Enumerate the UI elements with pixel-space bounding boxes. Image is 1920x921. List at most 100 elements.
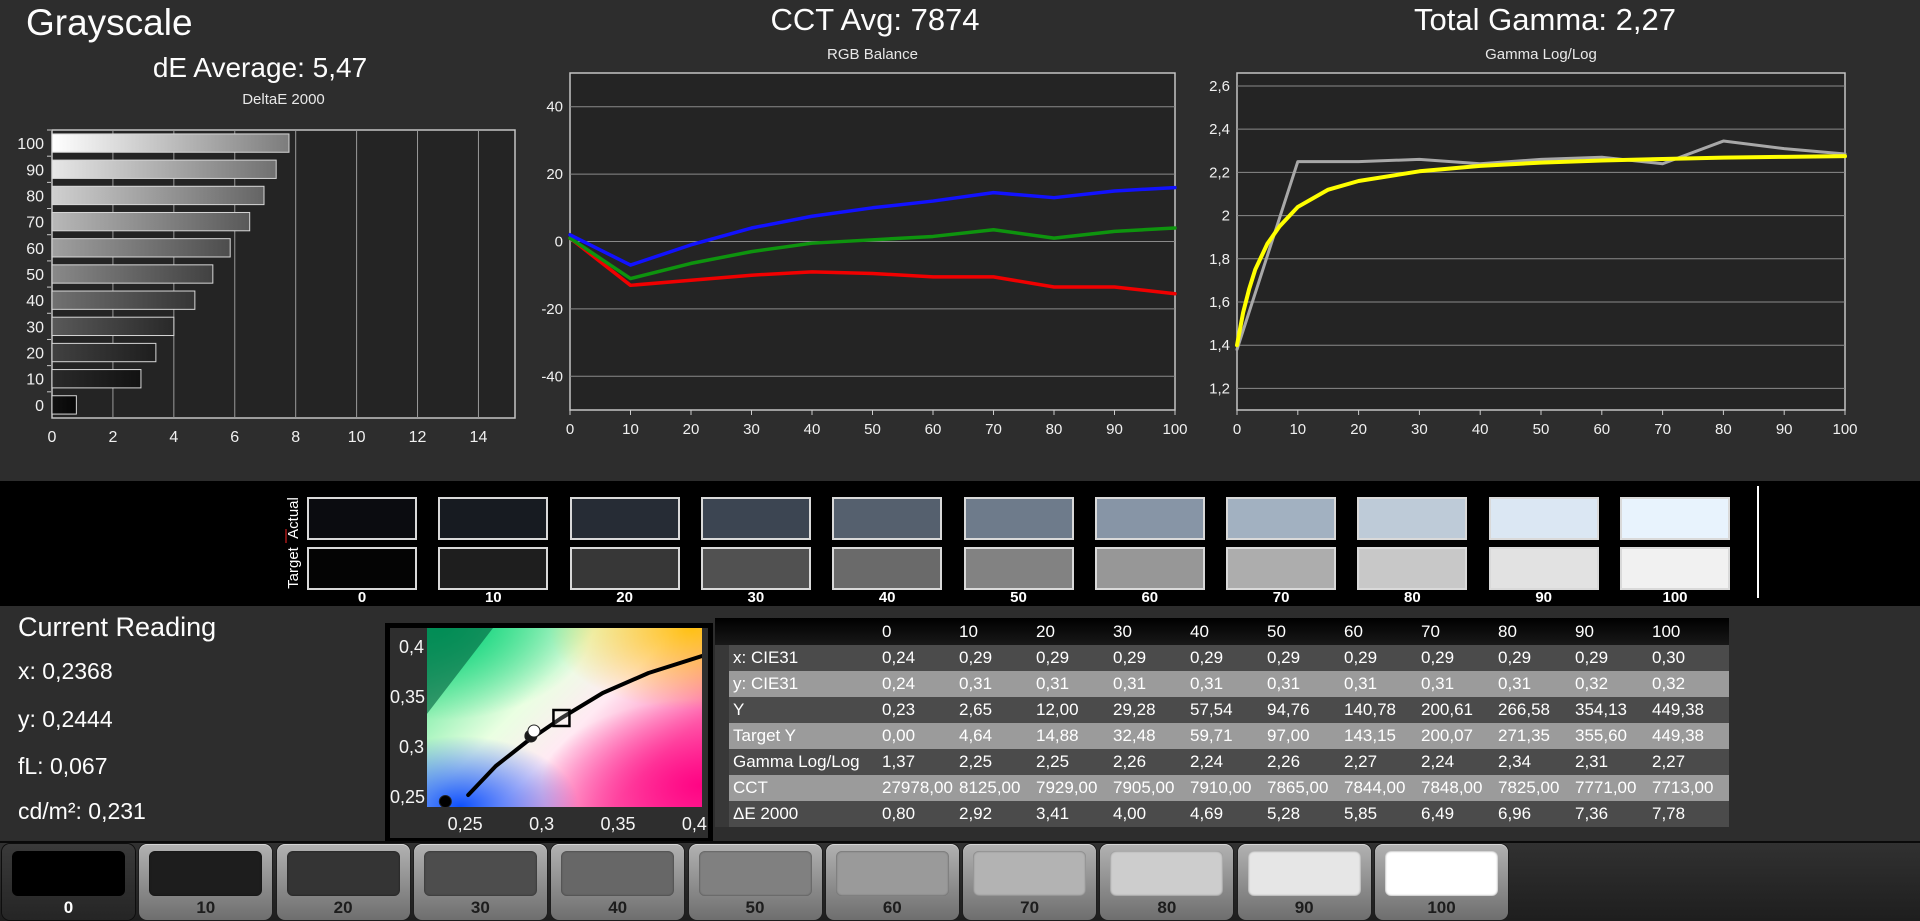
x-tick-label: 12 [409, 429, 427, 446]
target-swatch-0 [307, 547, 417, 590]
y-tick-label: 2,2 [1209, 164, 1230, 181]
table-row: CCT 27978,00 8125,00 7929,00 7905,00 7910,00 7… [715, 775, 1729, 801]
table-cell: 7910,00 [1190, 778, 1252, 797]
table-cell: 0,29 [959, 648, 993, 667]
target-swatch-60 [1094, 547, 1205, 590]
table-cell: 0,32 [1575, 674, 1609, 693]
deltae-bar [51, 342, 157, 363]
table-cell: 2,24 [1421, 752, 1455, 771]
level-button-100[interactable]: 100 [1375, 844, 1508, 920]
actual-swatch-60 [1094, 497, 1205, 540]
x-tick-label: 90 [1106, 421, 1123, 438]
table-cell: 2,26 [1113, 752, 1147, 771]
table-cell: 2,24 [1190, 752, 1224, 771]
table-cell: 12,00 [1036, 700, 1079, 719]
x-tick-label: 0 [1233, 421, 1241, 438]
bottom-toolbar: ▲ « Back Next » 0102030405060708090100■▶… [0, 841, 1920, 921]
gamma-chart-title: Gamma Log/Log [1485, 46, 1597, 63]
table-cell: 7848,00 [1421, 778, 1483, 797]
level-swatch [1247, 851, 1361, 896]
x-tick-label: 10 [348, 429, 366, 446]
table-cell: 449,38 [1652, 700, 1704, 719]
table-col-header: 70 [1421, 622, 1440, 641]
table-cell: 0,31 [1267, 674, 1301, 693]
y-tick-label: 1,2 [1209, 380, 1230, 397]
table-cell: 0,31 [1113, 674, 1147, 693]
x-tick-label: 30 [743, 421, 760, 438]
band-level-label: 60 [1141, 589, 1159, 606]
rgb_balance-series-green [568, 226, 1177, 281]
level-button-60[interactable]: 60 [825, 844, 959, 920]
table-cell: 200,07 [1421, 726, 1473, 745]
level-button-40[interactable]: 40 [551, 844, 685, 920]
deltae-bar [51, 133, 290, 153]
level-button-70[interactable]: 70 [963, 844, 1097, 920]
table-cell: 6,49 [1421, 804, 1455, 823]
table-cell: 271,35 [1498, 726, 1550, 745]
table-cell: 5,28 [1267, 804, 1301, 823]
table-cell: 0,29 [1190, 648, 1224, 667]
x-tick-label: 20 [1350, 421, 1367, 438]
x-tick-label: 4 [169, 429, 178, 446]
level-swatch [149, 851, 263, 896]
table-cell: 14,88 [1036, 726, 1079, 745]
rgb_balance-series-red [568, 236, 1177, 296]
target-white-point [552, 708, 571, 728]
y-tick-label: 1,4 [1209, 337, 1230, 354]
table-cell: 27978,00 [882, 778, 953, 797]
table-cell: 7905,00 [1113, 778, 1175, 797]
level-button-0[interactable]: 0 [2, 844, 135, 920]
level-swatch [286, 851, 400, 896]
deltae-bar [51, 290, 196, 310]
gamma-series-target [1235, 154, 1847, 348]
table-col-header: 90 [1575, 622, 1594, 641]
level-button-label: 80 [1157, 898, 1177, 917]
planckian-locus [466, 654, 702, 797]
level-button-80[interactable]: 80 [1100, 844, 1234, 920]
table-row: Target Y 0,00 4,64 14,88 32,48 59,71 97,00 143,… [715, 723, 1729, 749]
y-category-label: 50 [26, 267, 44, 284]
level-button-10[interactable]: 10 [139, 844, 273, 920]
cie-y-tick-label: 0,35 [390, 687, 426, 707]
y-category-label: 30 [26, 319, 44, 336]
table-cell: 7771,00 [1575, 778, 1637, 797]
level-button-50[interactable]: 50 [688, 844, 822, 920]
cct-average-value: CCT Avg: 7874 [770, 2, 980, 37]
y-tick-label: 2,6 [1209, 78, 1230, 95]
table-cell: 140,78 [1344, 700, 1396, 719]
band-end-line [1757, 486, 1759, 598]
table-cell: 32,48 [1113, 726, 1156, 745]
level-button-label: 60 [882, 898, 902, 917]
table-row: Y 0,23 2,65 12,00 29,28 57,54 94,76 140,78 200,6… [715, 697, 1729, 723]
level-button-90[interactable]: 90 [1237, 844, 1371, 920]
level-button-20[interactable]: 20 [276, 844, 410, 920]
table-col-header: 80 [1498, 622, 1517, 641]
x-tick-label: 14 [470, 429, 488, 446]
level-button-30[interactable]: 30 [413, 844, 547, 920]
x-tick-label: 50 [1533, 421, 1550, 438]
level-button-label: 100 [1427, 898, 1456, 917]
cie-gradient-area [427, 628, 702, 807]
target-swatch-40 [832, 547, 943, 590]
measurement-table: 0 10 20 30 40 50 60 70 80 90 100 x: CIE31 0,24 0,29 0,… [715, 618, 1729, 827]
deltae-bar [51, 395, 77, 415]
table-cell: 0,24 [882, 674, 916, 693]
deltae-bar [51, 159, 277, 179]
table-col-header: 60 [1344, 622, 1363, 641]
table-cell: 0,00 [882, 726, 916, 745]
table-header-row: 0 10 20 30 40 50 60 70 80 90 100 [715, 618, 1729, 645]
table-cell: 0,31 [1344, 674, 1378, 693]
table-cell: 0,31 [1421, 674, 1455, 693]
y-tick-label: 0 [555, 234, 563, 251]
level-button-label: 20 [333, 898, 353, 917]
cie-x-tick-label: 0,25 [447, 814, 483, 834]
y-tick-label: -40 [541, 368, 563, 385]
table-cell: 0,29 [1344, 648, 1378, 667]
band-level-label: 40 [878, 589, 896, 606]
reading-cdm2: cd/m²: 0,231 [18, 798, 146, 824]
target-swatch-20 [569, 547, 680, 590]
band-level-label: 100 [1662, 589, 1688, 606]
level-swatch [973, 851, 1087, 896]
